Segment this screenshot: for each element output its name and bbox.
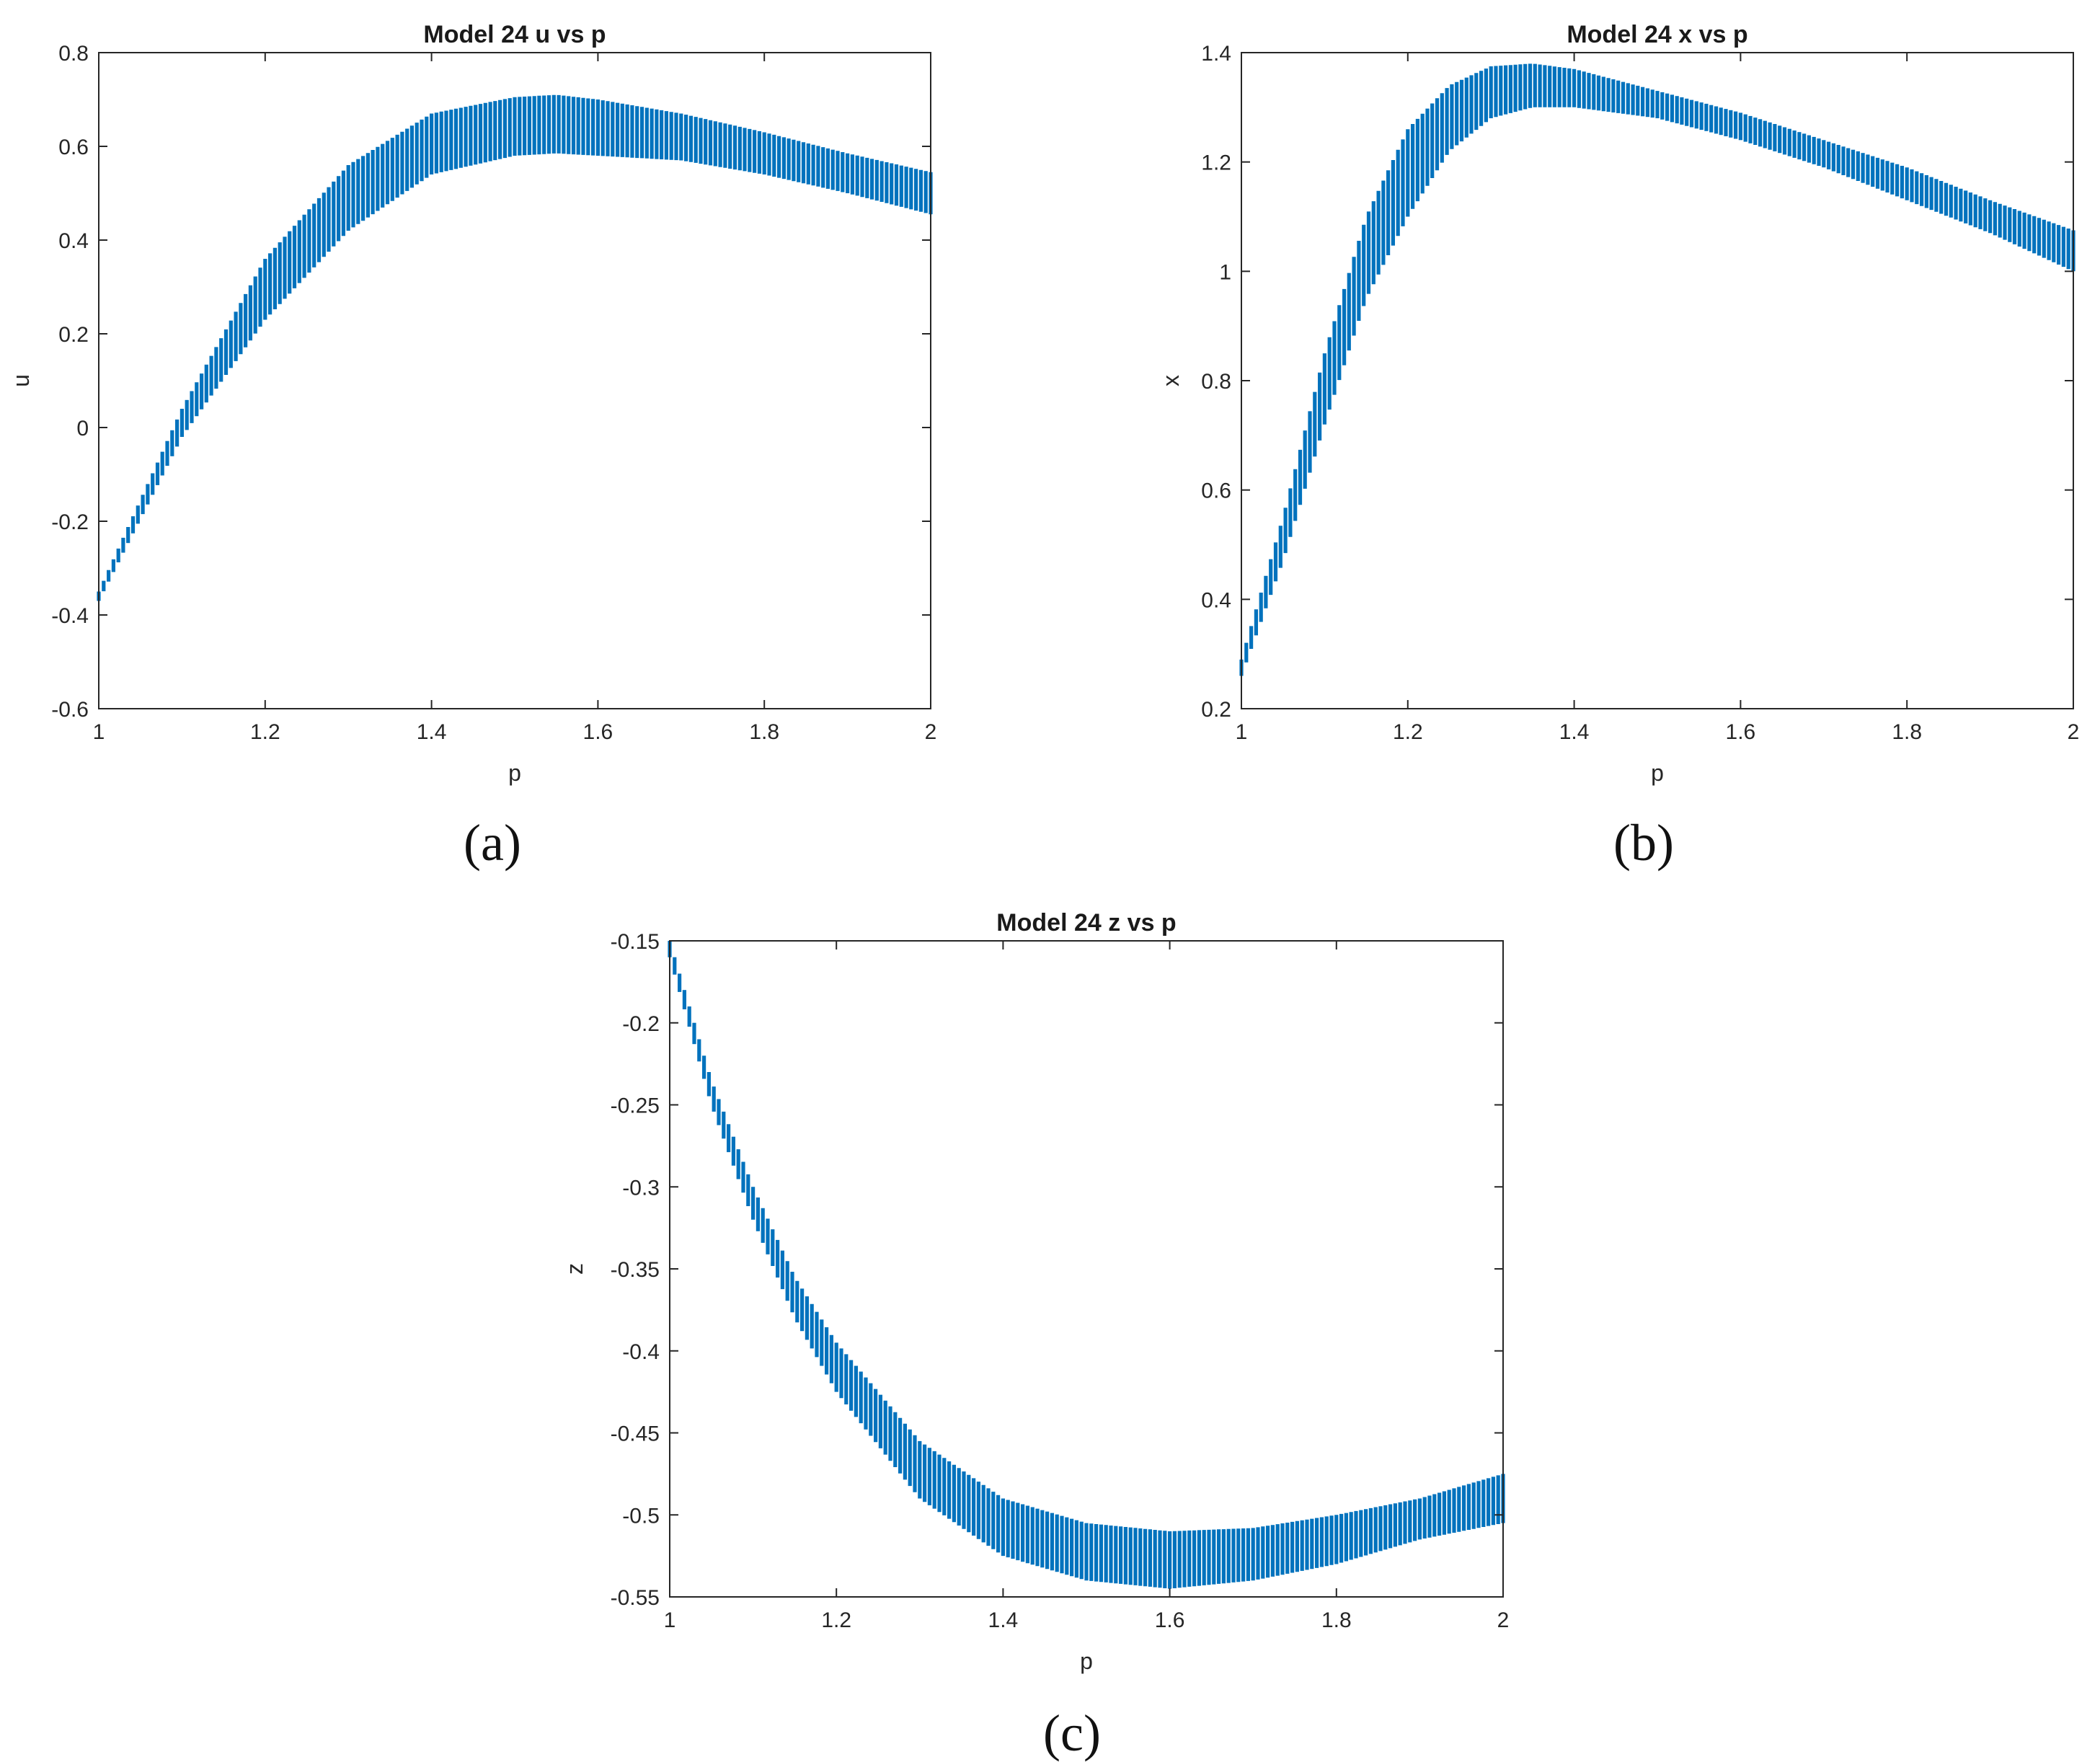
chart-b-xtick-label: 1.4: [1559, 720, 1590, 744]
chart-b-ytick-label: 0.6: [1201, 479, 1231, 503]
chart-b: 1 1.2 1.4 1.6 1.8 2 0.2 0.4 0.6 0.8 1 1.2 1.4 Model …: [1158, 21, 2079, 872]
chart-c-ytick-label: -0.35: [611, 1258, 660, 1282]
chart-c-ytick-label: -0.25: [611, 1094, 660, 1118]
chart-a-xtick-label: 1: [93, 720, 105, 744]
chart-b-ylabel: x: [1158, 375, 1184, 386]
chart-b-title: Model 24 x vs p: [1567, 21, 1747, 48]
chart-c-xtick-label: 1.4: [988, 1608, 1019, 1632]
chart-c: 1 1.2 1.4 1.6 1.8 2 -0.55 -0.5 -0.45 -0.4 -0.35 -0.…: [562, 909, 1509, 1762]
chart-b-ytick-label: 0.2: [1201, 698, 1231, 722]
chart-a-xtick-label: 1.4: [417, 720, 447, 744]
chart-a-marks: [97, 94, 933, 601]
chart-c-ytick-label: -0.2: [622, 1012, 660, 1036]
chart-c-ticks: 1 1.2 1.4 1.6 1.8 2 -0.55 -0.5 -0.45 -0.4 -0.35 -0.…: [611, 930, 1510, 1632]
chart-b-xtick-label: 1.8: [1892, 720, 1922, 744]
chart-a-title: Model 24 u vs p: [423, 21, 606, 48]
chart-a-xlabel: p: [508, 760, 521, 786]
chart-c-xlabel: p: [1080, 1648, 1093, 1674]
chart-b-xtick-label: 2: [2068, 720, 2080, 744]
chart-b-xtick-label: 1: [1236, 720, 1248, 744]
chart-b-ytick-label: 0.4: [1201, 588, 1231, 612]
chart-c-xtick-label: 1.2: [821, 1608, 851, 1632]
chart-c-xtick-label: 1: [664, 1608, 676, 1632]
chart-b-xtick-label: 1.2: [1393, 720, 1423, 744]
chart-c-ylabel: z: [562, 1263, 588, 1275]
chart-b-xlabel: p: [1651, 760, 1664, 786]
chart-b-marks: [1239, 63, 2075, 676]
chart-a-panel-label: (a): [464, 814, 521, 872]
chart-a-xtick-label: 1.8: [749, 720, 779, 744]
chart-c-ytick-label: -0.5: [622, 1504, 660, 1528]
chart-a-ytick-label: -0.6: [51, 698, 89, 722]
chart-a-ytick-label: 0.6: [58, 136, 89, 159]
chart-c-ytick-label: -0.45: [611, 1422, 660, 1446]
chart-b-panel-label: (b): [1613, 814, 1674, 872]
chart-b-xtick-label: 1.6: [1726, 720, 1756, 744]
chart-c-panel-label: (c): [1043, 1704, 1101, 1762]
chart-a-xtick-label: 1.6: [583, 720, 613, 744]
chart-a-xtick-label: 2: [925, 720, 937, 744]
chart-a: 1 1.2 1.4 1.6 1.8 2-0.6-0.4-0.200.20.40.60.8 …: [8, 21, 936, 872]
chart-c-ytick-label: -0.3: [622, 1176, 660, 1200]
chart-b-ytick-label: 1.2: [1201, 151, 1231, 175]
chart-c-ytick-label: -0.15: [611, 930, 660, 954]
chart-c-ytick-label: -0.55: [611, 1586, 660, 1610]
chart-c-xtick-label: 1.8: [1321, 1608, 1352, 1632]
chart-b-ticks: 1 1.2 1.4 1.6 1.8 2 0.2 0.4 0.6 0.8 1 1.2 1.4: [1201, 42, 2079, 744]
chart-a-ytick-label: -0.4: [51, 604, 89, 628]
chart-a-ytick-label: 0: [76, 417, 89, 440]
chart-c-marks: [668, 941, 1505, 1589]
chart-c-xtick-label: 1.6: [1155, 1608, 1185, 1632]
chart-a-ytick-label: 0.8: [58, 42, 89, 66]
chart-a-xtick-label: 1.2: [250, 720, 280, 744]
chart-c-xtick-label: 2: [1497, 1608, 1510, 1632]
chart-c-title: Model 24 z vs p: [996, 909, 1176, 937]
chart-a-ytick-label: -0.2: [51, 510, 89, 534]
chart-c-ytick-label: -0.4: [622, 1340, 660, 1364]
chart-b-ytick-label: 0.8: [1201, 370, 1231, 394]
chart-a-ylabel: u: [8, 374, 34, 387]
chart-a-ytick-label: 0.2: [58, 323, 89, 347]
chart-b-ytick-label: 1.4: [1201, 42, 1231, 66]
chart-b-ytick-label: 1: [1219, 260, 1231, 284]
chart-a-ytick-label: 0.4: [58, 229, 89, 253]
chart-a-frame: [98, 52, 931, 709]
chart-a-ticks: 1 1.2 1.4 1.6 1.8 2 -0.6 -0.4 -0.2 0 0.2 0.4 0.6 0.8: [51, 42, 936, 744]
